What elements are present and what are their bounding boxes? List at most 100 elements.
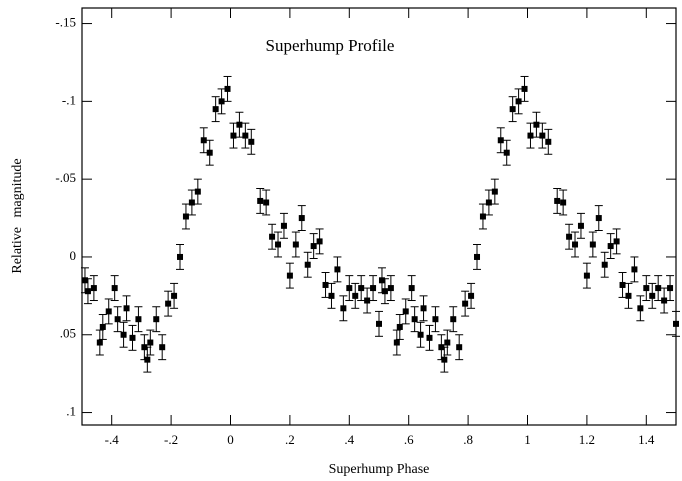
- x-tick-label: .8: [463, 432, 473, 447]
- point: [84, 288, 91, 295]
- point: [182, 213, 189, 220]
- point: [527, 132, 534, 139]
- point: [286, 272, 293, 279]
- point: [188, 199, 195, 206]
- point: [376, 320, 382, 327]
- point: [661, 297, 668, 304]
- point: [120, 331, 127, 338]
- point: [521, 85, 528, 92]
- point: [479, 213, 486, 220]
- point: [263, 199, 270, 206]
- point: [607, 243, 614, 250]
- point: [444, 339, 451, 346]
- point: [218, 98, 225, 105]
- x-tick-label: -.4: [105, 432, 120, 447]
- point: [275, 241, 282, 248]
- point: [613, 238, 620, 245]
- point: [200, 137, 207, 144]
- point: [224, 85, 231, 92]
- point: [417, 331, 424, 338]
- x-tick-label: 1.2: [579, 432, 595, 447]
- point: [364, 297, 371, 304]
- point: [583, 272, 590, 279]
- point: [177, 253, 184, 260]
- point: [637, 305, 644, 312]
- x-tick-label: 1: [524, 432, 531, 447]
- point: [96, 339, 103, 346]
- point: [491, 188, 498, 195]
- point: [90, 285, 97, 292]
- point: [485, 199, 492, 206]
- point: [269, 233, 276, 240]
- y-tick-label: -.05: [55, 170, 76, 185]
- point: [230, 132, 237, 139]
- point: [396, 323, 403, 330]
- point: [165, 300, 172, 307]
- point: [408, 285, 415, 292]
- point: [105, 308, 112, 315]
- point: [420, 305, 427, 312]
- point: [387, 285, 394, 292]
- point: [111, 285, 118, 292]
- y-tick-label: 0: [70, 248, 77, 263]
- point: [316, 238, 323, 245]
- x-tick-label: .4: [344, 432, 354, 447]
- point: [298, 215, 305, 222]
- point: [631, 266, 638, 273]
- point: [334, 266, 341, 273]
- x-tick-label: 1.4: [638, 432, 655, 447]
- chart-title: Superhump Profile: [266, 36, 395, 55]
- point: [426, 334, 433, 341]
- point: [673, 320, 679, 327]
- point: [649, 292, 656, 299]
- point: [545, 138, 552, 145]
- point: [242, 132, 249, 139]
- point: [441, 356, 448, 363]
- point: [99, 323, 106, 330]
- point: [370, 285, 377, 292]
- point: [456, 344, 463, 351]
- point: [147, 339, 154, 346]
- point: [533, 121, 540, 128]
- point: [206, 149, 213, 156]
- point: [595, 215, 602, 222]
- point: [554, 197, 561, 204]
- point: [346, 285, 353, 292]
- point: [503, 149, 510, 156]
- point: [114, 316, 121, 323]
- point: [123, 305, 130, 312]
- point: [474, 253, 481, 260]
- point: [402, 308, 409, 315]
- point: [194, 188, 201, 195]
- point: [560, 199, 567, 206]
- point: [497, 137, 504, 144]
- point: [310, 243, 317, 250]
- point: [393, 339, 400, 346]
- point: [236, 121, 243, 128]
- point: [667, 285, 674, 292]
- point: [248, 138, 255, 145]
- point: [171, 292, 178, 299]
- point: [144, 356, 151, 363]
- point: [328, 292, 335, 299]
- x-tick-label: 0: [227, 432, 234, 447]
- point: [135, 316, 142, 323]
- point: [322, 281, 329, 288]
- point: [572, 241, 579, 248]
- point: [212, 106, 219, 113]
- point: [153, 316, 160, 323]
- point: [432, 316, 439, 323]
- point: [589, 241, 596, 248]
- point: [566, 233, 573, 240]
- point: [304, 261, 311, 268]
- point: [468, 292, 475, 299]
- point: [539, 132, 546, 139]
- point: [515, 98, 522, 105]
- point: [280, 222, 287, 229]
- point: [450, 316, 457, 323]
- y-tick-label: -.1: [62, 92, 76, 107]
- point: [625, 292, 632, 299]
- point: [411, 316, 418, 323]
- point: [462, 300, 469, 307]
